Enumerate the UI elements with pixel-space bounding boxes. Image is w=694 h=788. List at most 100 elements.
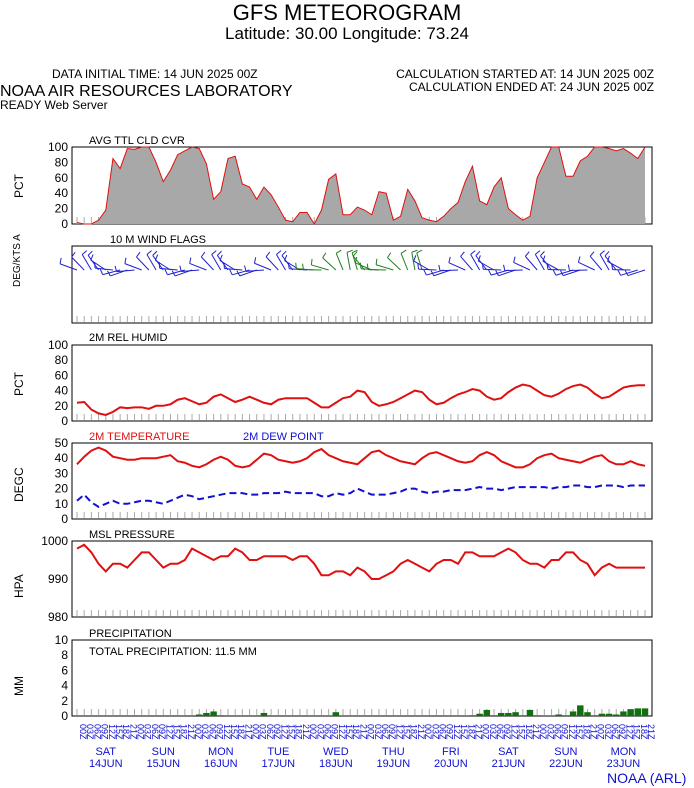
y-tick-label: 980 — [48, 610, 68, 624]
wind-barb — [322, 257, 337, 271]
x-tick-label: 09Z — [617, 724, 627, 740]
wind-barb — [346, 252, 351, 271]
wind-barb-flag — [524, 251, 530, 257]
wind-barb-flag — [503, 264, 506, 271]
temperature-title: 2M TEMPERATURE — [89, 431, 190, 443]
precip-bar — [203, 712, 210, 716]
wind-barb-flag — [552, 269, 557, 276]
pressure-title: MSL PRESSURE — [89, 529, 175, 541]
x-tick-label: 15Z — [287, 724, 297, 740]
wind-barb-flag — [438, 264, 441, 271]
wind-barb — [211, 254, 222, 271]
x-tick-label: 15Z — [229, 724, 239, 740]
x-tick-label: 21Z — [301, 724, 311, 740]
x-tick-label: 18Z — [294, 724, 304, 740]
wind-barb-flag — [200, 251, 206, 258]
y-tick-label: 990 — [48, 572, 68, 586]
y-tick-label: 10 — [55, 497, 69, 511]
precip-bar — [476, 713, 483, 716]
precip-bar — [641, 708, 649, 716]
organization-name: NOAA AIR RESOURCES LABORATORY — [0, 83, 293, 100]
x-tick-label: 18Z — [179, 724, 189, 740]
day-label-dow: MON — [207, 746, 234, 758]
wind-barb-flag — [470, 250, 476, 255]
wind-barb — [460, 256, 473, 271]
wind-barb-flag — [416, 249, 423, 254]
wind-barb — [136, 256, 150, 271]
wind-barb-flag — [90, 254, 94, 261]
precip-bar — [533, 715, 541, 716]
precip-bar — [483, 709, 491, 716]
wind-barb-flag — [223, 262, 225, 269]
y-tick-label: 20 — [55, 399, 69, 413]
day-label-date: 22JUN — [549, 758, 583, 770]
x-tick-label: 21Z — [128, 724, 138, 740]
x-tick-label: 00Z — [78, 724, 88, 740]
x-tick-label: 09Z — [330, 724, 340, 740]
wind-barb — [59, 263, 78, 271]
wind-barb — [433, 269, 452, 277]
wind-barb — [94, 267, 114, 271]
precip-bar — [490, 715, 498, 716]
wind-barb — [159, 267, 178, 271]
x-tick-label: 03Z — [200, 724, 210, 740]
precip-bar — [584, 712, 591, 716]
wind-barb — [547, 268, 566, 271]
precip-bar — [210, 711, 217, 716]
x-tick-label: 03Z — [315, 724, 325, 740]
y-tick-label: 80 — [55, 155, 69, 169]
wind-barb — [311, 264, 329, 271]
x-tick-label: 06Z — [437, 724, 447, 740]
wind-barb-flag — [352, 251, 358, 257]
rel-humid-line — [76, 383, 645, 416]
panel-frame-4 — [71, 540, 653, 618]
wind-barb-flag — [219, 254, 223, 261]
x-tick-label: 18Z — [121, 724, 131, 740]
x-tick-label: 15Z — [459, 724, 469, 740]
x-tick-label: 18Z — [236, 724, 246, 740]
wind-barb-flag — [87, 250, 93, 256]
x-tick-label: 12Z — [222, 724, 232, 740]
x-tick-label: 12Z — [567, 724, 577, 740]
x-tick-label: 00Z — [308, 724, 318, 740]
x-tick-label: 18Z — [581, 724, 591, 740]
wind-barb — [265, 256, 279, 271]
panel-frame-3 — [71, 442, 653, 520]
wind-barb-flag — [577, 256, 581, 263]
wind-barb — [254, 262, 272, 271]
wind-barb — [189, 262, 207, 271]
wind-barb — [534, 254, 545, 271]
day-label-date: 23JUN — [606, 758, 641, 770]
wind-barb — [181, 269, 200, 272]
x-tick-label: 03Z — [373, 724, 383, 740]
x-tick-label: 06Z — [207, 724, 217, 740]
wind-barb — [400, 253, 409, 271]
wind-barb — [440, 269, 459, 272]
x-tick-label: 00Z — [481, 724, 491, 740]
wind-barb-flag — [481, 263, 484, 270]
wind-barb-flag — [604, 251, 610, 257]
temperature-line — [76, 446, 646, 469]
wind-barb — [498, 269, 516, 277]
precip-bar — [562, 715, 570, 716]
wind-barb — [81, 254, 92, 271]
wind-barb — [448, 262, 466, 271]
wind-barb — [71, 256, 85, 271]
wind-barb-flag — [430, 270, 435, 276]
x-tick-label: 06Z — [322, 724, 332, 740]
x-tick-label: 00Z — [538, 724, 548, 740]
wind-barb — [124, 263, 142, 271]
wind-barb — [351, 252, 358, 271]
y-tick-label: 10 — [55, 633, 69, 647]
precip-bar — [598, 713, 606, 716]
x-tick-label: 03Z — [258, 724, 268, 740]
dewpoint-title: 2M DEW POINT — [243, 431, 324, 443]
wind-barb-flag — [546, 263, 549, 270]
x-tick-label: 18Z — [409, 724, 419, 740]
x-tick-label: 15Z — [574, 724, 584, 740]
wind-barb-flag — [99, 268, 104, 275]
precip-bar — [591, 715, 598, 716]
wind-barb — [87, 255, 99, 271]
wind-barb-flag — [146, 250, 152, 255]
y-tick-label: 30 — [55, 466, 69, 480]
